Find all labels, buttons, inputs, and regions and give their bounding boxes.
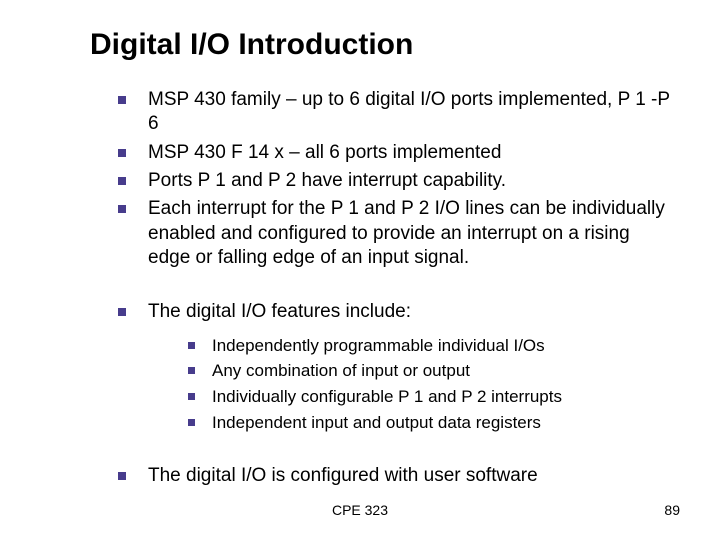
spacer <box>118 438 670 460</box>
list-item: Individually configurable P 1 and P 2 in… <box>188 386 670 408</box>
sub-bullet-text: Independently programmable individual I/… <box>212 336 545 355</box>
sub-bullet-text: Independent input and output data regist… <box>212 413 541 432</box>
slide: Digital I/O Introduction MSP 430 family … <box>0 0 720 540</box>
slide-title: Digital I/O Introduction <box>90 28 670 62</box>
list-item: The digital I/O is configured with user … <box>118 464 670 488</box>
square-bullet-icon <box>118 472 126 480</box>
footer-course-label: CPE 323 <box>0 502 720 518</box>
square-bullet-icon <box>118 177 126 185</box>
square-bullet-icon <box>188 393 195 400</box>
list-item: MSP 430 F 14 x – all 6 ports implemented <box>118 141 670 165</box>
bullet-text: Ports P 1 and P 2 have interrupt capabil… <box>148 170 506 191</box>
square-bullet-icon <box>118 308 126 316</box>
main-bullet-list: MSP 430 family – up to 6 digital I/O por… <box>90 88 670 488</box>
list-item: Each interrupt for the P 1 and P 2 I/O l… <box>118 197 670 270</box>
bullet-text: MSP 430 F 14 x – all 6 ports implemented <box>148 142 501 163</box>
list-item: Independently programmable individual I/… <box>188 335 670 357</box>
square-bullet-icon <box>118 205 126 213</box>
square-bullet-icon <box>188 342 195 349</box>
bullet-text: Each interrupt for the P 1 and P 2 I/O l… <box>148 198 665 268</box>
spacer <box>118 274 670 296</box>
sub-bullet-text: Any combination of input or output <box>212 361 470 380</box>
bullet-text: The digital I/O features include: <box>148 301 411 322</box>
sub-bullet-text: Individually configurable P 1 and P 2 in… <box>212 387 562 406</box>
footer-page-number: 89 <box>664 502 680 518</box>
bullet-text: MSP 430 family – up to 6 digital I/O por… <box>148 89 670 134</box>
square-bullet-icon <box>118 96 126 104</box>
list-item: Independent input and output data regist… <box>188 412 670 434</box>
square-bullet-icon <box>188 419 195 426</box>
square-bullet-icon <box>118 149 126 157</box>
bullet-text: The digital I/O is configured with user … <box>148 465 538 486</box>
square-bullet-icon <box>188 367 195 374</box>
list-item: The digital I/O features include: Indepe… <box>118 300 670 433</box>
sub-bullet-list: Independently programmable individual I/… <box>148 335 670 434</box>
list-item: MSP 430 family – up to 6 digital I/O por… <box>118 88 670 137</box>
list-item: Any combination of input or output <box>188 360 670 382</box>
list-item: Ports P 1 and P 2 have interrupt capabil… <box>118 169 670 193</box>
